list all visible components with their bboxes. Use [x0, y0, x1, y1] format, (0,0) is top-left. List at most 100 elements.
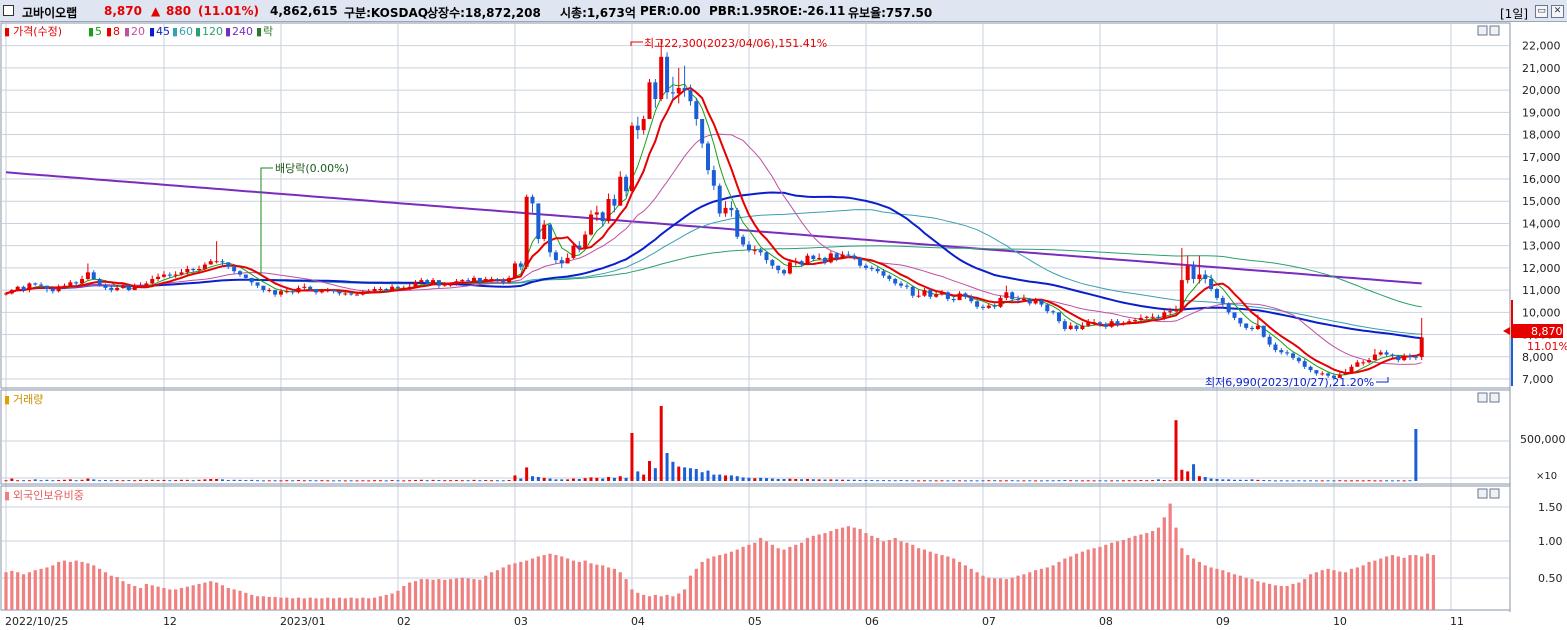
close-icon[interactable]: ✕ [1551, 5, 1564, 18]
candle [191, 267, 196, 273]
candle [284, 289, 289, 294]
volume-bar [1227, 479, 1231, 481]
candle-body [606, 199, 611, 222]
svg-text:▮: ▮ [256, 25, 262, 38]
date-axis: 2022/10/25 12 2023/01 02 03 04 05 06 07 08 09 10 11 [5, 615, 1464, 628]
foreign-bar [144, 583, 148, 610]
volume-bar [1209, 478, 1213, 481]
candle [1337, 372, 1342, 378]
volume-bar [133, 480, 137, 482]
volume-bar [185, 479, 189, 481]
volume-bar [560, 479, 564, 481]
candle [1308, 365, 1313, 373]
volume-bar [554, 479, 558, 481]
period-selector[interactable]: [1일] [1500, 7, 1529, 21]
candle [1162, 307, 1167, 321]
stock-chart[interactable]: ▮ 가격(수정) ▮ 5 ▮ 8 ▮ 20 ▮ 45 ▮ 60 ▮ 120 ▮ 240 ▮ 락 … [0, 22, 1567, 630]
foreign-bar [917, 548, 921, 610]
candle [1214, 287, 1219, 301]
candle [267, 287, 272, 293]
candle-body [1156, 316, 1161, 318]
stock-name[interactable]: 고바이오랩 [22, 6, 78, 20]
candle [220, 259, 225, 267]
foreign-bar [542, 555, 546, 610]
volume-bar [1396, 480, 1400, 482]
candle [243, 274, 248, 281]
foreign-bar [460, 577, 464, 610]
foreign-bar [653, 594, 657, 610]
candle-body [384, 289, 389, 291]
foreign-bar [1215, 568, 1219, 610]
volume-bar [1402, 480, 1406, 482]
candlesticks[interactable] [4, 39, 1424, 380]
foreign-bar [1238, 575, 1242, 610]
price-tick: 14,000 [1522, 217, 1561, 230]
foreign-bar [887, 539, 891, 610]
candle [934, 291, 939, 298]
foreign-bar [536, 556, 540, 610]
volume-bar [876, 480, 880, 482]
candle [565, 253, 570, 264]
foreign-bar [1402, 557, 1406, 610]
candle-body [1343, 372, 1348, 375]
volume-bar [454, 480, 458, 482]
candle-body [670, 92, 675, 94]
candle [202, 262, 207, 271]
select-checkbox[interactable] [3, 5, 14, 16]
candle-body [395, 286, 400, 288]
candle [27, 282, 32, 293]
candle [863, 263, 868, 271]
foreign-bar [220, 585, 225, 610]
foreign-bar [1425, 553, 1430, 610]
foreign-bar [612, 568, 616, 610]
date-tick: 07 [982, 615, 996, 628]
candle-body [413, 282, 418, 287]
foreign-bar [337, 597, 342, 610]
foreign-bar [1420, 556, 1424, 610]
foreign-bars[interactable] [4, 503, 1435, 610]
volume-bar [811, 479, 815, 481]
foreign-bar [957, 561, 962, 610]
candle [711, 165, 716, 191]
volume-bar [367, 480, 371, 482]
candle-body [56, 287, 61, 292]
candle [80, 275, 85, 286]
candle [624, 174, 629, 197]
candle [764, 251, 769, 264]
candle-body [583, 234, 588, 248]
candle [858, 256, 863, 268]
candle [390, 284, 395, 291]
candle-body [1267, 336, 1272, 345]
foreign-bar [1133, 535, 1137, 610]
candle [840, 251, 845, 259]
volume-bar [536, 477, 540, 481]
candle [360, 290, 365, 296]
foreign-bar [191, 585, 195, 610]
candle [1045, 303, 1050, 314]
foreign-bar [495, 570, 499, 610]
foreign-bar [1057, 561, 1061, 610]
volume-bar [308, 480, 312, 482]
candle [1261, 325, 1266, 338]
svg-text:▮: ▮ [149, 25, 155, 38]
dividend-annotation: 배당락(0.00%) [260, 162, 349, 275]
price-panel-buttons[interactable] [1477, 25, 1500, 499]
high-annotation: 최고22,300(2023/04/06),151.41% [630, 37, 827, 50]
date-tick: 02 [397, 615, 411, 628]
candle-body [243, 274, 248, 278]
candle-body [1097, 322, 1102, 325]
candle [44, 285, 49, 293]
candle [378, 286, 383, 292]
volume-bars[interactable] [4, 406, 1418, 482]
volume-bar [817, 479, 821, 481]
candle-body [1331, 375, 1336, 378]
candle [103, 283, 108, 291]
candle-body [191, 269, 196, 271]
candle-body [1027, 299, 1032, 304]
foreign-bar [823, 533, 827, 610]
candle [436, 280, 441, 288]
volume-bar [285, 480, 289, 482]
minimize-icon[interactable]: ▭ [1535, 5, 1548, 18]
volume-bar [1279, 480, 1283, 482]
foreign-bar [314, 598, 318, 610]
